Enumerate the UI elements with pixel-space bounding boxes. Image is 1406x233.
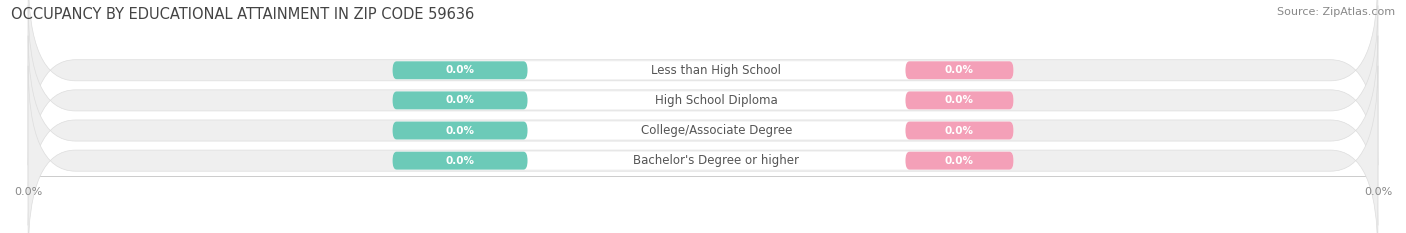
FancyBboxPatch shape (28, 66, 1378, 233)
FancyBboxPatch shape (392, 61, 527, 79)
FancyBboxPatch shape (392, 122, 1014, 140)
Text: 0.0%: 0.0% (945, 95, 974, 105)
Text: 0.0%: 0.0% (945, 156, 974, 166)
FancyBboxPatch shape (392, 91, 1014, 109)
Text: College/Associate Degree: College/Associate Degree (641, 124, 792, 137)
Text: 0.0%: 0.0% (446, 156, 475, 166)
Legend: Owner-occupied, Renter-occupied: Owner-occupied, Renter-occupied (579, 230, 827, 233)
Text: 0.0%: 0.0% (446, 65, 475, 75)
FancyBboxPatch shape (905, 152, 1014, 170)
Text: 0.0%: 0.0% (446, 95, 475, 105)
FancyBboxPatch shape (392, 152, 527, 170)
Text: OCCUPANCY BY EDUCATIONAL ATTAINMENT IN ZIP CODE 59636: OCCUPANCY BY EDUCATIONAL ATTAINMENT IN Z… (11, 7, 474, 22)
FancyBboxPatch shape (392, 91, 527, 109)
FancyBboxPatch shape (28, 36, 1378, 226)
FancyBboxPatch shape (28, 6, 1378, 195)
FancyBboxPatch shape (392, 122, 527, 140)
FancyBboxPatch shape (905, 122, 1014, 140)
Text: Source: ZipAtlas.com: Source: ZipAtlas.com (1277, 7, 1395, 17)
Text: Less than High School: Less than High School (651, 64, 782, 77)
FancyBboxPatch shape (905, 91, 1014, 109)
FancyBboxPatch shape (392, 152, 1014, 170)
FancyBboxPatch shape (392, 61, 1014, 79)
FancyBboxPatch shape (28, 0, 1378, 165)
Text: Bachelor's Degree or higher: Bachelor's Degree or higher (634, 154, 800, 167)
FancyBboxPatch shape (905, 61, 1014, 79)
Text: 0.0%: 0.0% (945, 126, 974, 136)
Text: 0.0%: 0.0% (945, 65, 974, 75)
Text: High School Diploma: High School Diploma (655, 94, 778, 107)
Text: 0.0%: 0.0% (446, 126, 475, 136)
